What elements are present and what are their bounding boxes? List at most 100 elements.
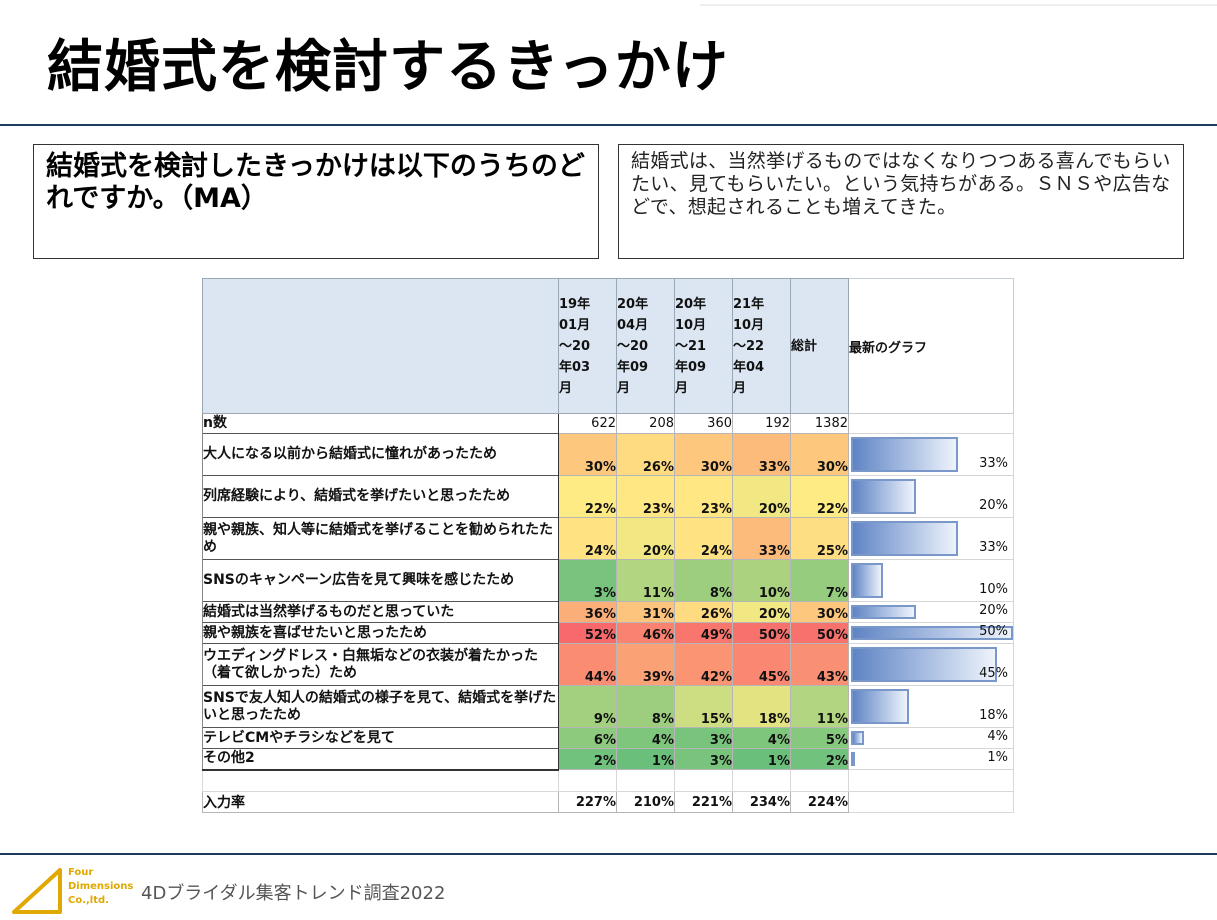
- latest-value-label: 20%: [979, 498, 1008, 513]
- logo-line: Co.,ltd.: [68, 895, 109, 906]
- column-header-line: 01月: [559, 317, 591, 333]
- input-rate-value: 234%: [732, 791, 791, 813]
- row-label: ウエディングドレス・白無垢などの衣装が着たかった（着て欲しかった）ため: [202, 643, 559, 686]
- input-rate-value: 210%: [616, 791, 675, 813]
- latest-value-label: 10%: [979, 582, 1008, 597]
- value-cell: 2%: [558, 748, 617, 770]
- blank-cell: [848, 769, 1014, 792]
- table-row: 列席経験により、結婚式を挙げたいと思ったため 22% 23% 23% 20% 22% 20%: [202, 475, 1014, 518]
- n-value: 208: [616, 413, 675, 434]
- n-row: n数 622 208 360 192 1382: [202, 413, 1014, 434]
- value-cell: 8%: [616, 685, 675, 728]
- value-cell: 26%: [616, 433, 675, 476]
- spacer-row: [202, 769, 1014, 792]
- value-cell: 43%: [790, 643, 849, 686]
- table-row: SNSのキャンペーン広告を見て興味を感じたため 3% 11% 8% 10% 7% 10%: [202, 559, 1014, 602]
- latest-graph-cell: 33%: [848, 433, 1014, 476]
- column-header-line: 年04: [733, 359, 765, 375]
- blank-cell: [616, 769, 675, 792]
- table-body: n数 622 208 360 192 1382 大人になる以前から結婚式に憧れがあったため 3…: [202, 413, 1014, 813]
- value-cell: 3%: [558, 559, 617, 602]
- value-cell: 26%: [674, 601, 733, 623]
- row-label: SNSのキャンペーン広告を見て興味を感じたため: [202, 559, 559, 602]
- footer-text: 4Dブライダル集客トレンド調査2022: [141, 883, 446, 904]
- value-cell: 33%: [732, 517, 791, 560]
- latest-bar: [851, 689, 910, 724]
- top-divider-faint: [700, 4, 1217, 6]
- column-header-line: 月: [675, 380, 689, 396]
- graph-header: 最新のグラフ: [848, 278, 1014, 414]
- table-row: テレビCMやチラシなどを見て 6% 4% 3% 4% 5% 4%: [202, 727, 1014, 749]
- value-cell: 15%: [674, 685, 733, 728]
- blank-cell: [732, 769, 791, 792]
- n-value: 622: [558, 413, 617, 434]
- value-cell: 39%: [616, 643, 675, 686]
- column-header: 21年 10月 ～22 年04 月: [732, 278, 791, 414]
- latest-bar: [851, 647, 997, 682]
- latest-graph-cell: 18%: [848, 685, 1014, 728]
- title-divider: [0, 124, 1217, 126]
- row-label: 列席経験により、結婚式を挙げたいと思ったため: [202, 475, 559, 518]
- column-header-line: 20年: [617, 296, 649, 312]
- value-cell: 1%: [616, 748, 675, 770]
- latest-graph-cell: 50%: [848, 622, 1014, 644]
- footer-divider: [0, 853, 1217, 855]
- latest-graph-cell: 1%: [848, 748, 1014, 770]
- value-cell: 23%: [616, 475, 675, 518]
- value-cell: 11%: [790, 685, 849, 728]
- latest-value-label: 1%: [987, 750, 1008, 765]
- header-row: 19年 01月 ～20 年03 月 20年 04月 ～20 年09 月 20年 10月 ～21 年09…: [202, 278, 1014, 414]
- value-cell: 30%: [674, 433, 733, 476]
- graph-cell-empty: [848, 413, 1014, 434]
- value-cell: 6%: [558, 727, 617, 749]
- column-header-line: 月: [733, 380, 747, 396]
- header-label-cell: [202, 278, 559, 414]
- question-box: 結婚式を検討したきっかけは以下のうちのどれですか。（MA）: [33, 144, 599, 259]
- logo-text: Four Dimensions Co.,ltd.: [68, 866, 133, 908]
- latest-graph-cell: 20%: [848, 601, 1014, 623]
- comment-box: 結婚式は、当然挙げるものではなくなりつつある喜んでもらいたい、見てもらいたい。と…: [618, 144, 1184, 259]
- column-header-line: 年09: [675, 359, 707, 375]
- column-header-line: 年03: [559, 359, 591, 375]
- latest-value-label: 33%: [979, 456, 1008, 471]
- value-cell: 23%: [674, 475, 733, 518]
- value-cell: 1%: [732, 748, 791, 770]
- column-header-line: 19年: [559, 296, 591, 312]
- latest-value-label: 18%: [979, 708, 1008, 723]
- latest-bar: [851, 731, 864, 745]
- company-logo: [12, 868, 62, 914]
- latest-graph-cell: 10%: [848, 559, 1014, 602]
- value-cell: 10%: [732, 559, 791, 602]
- latest-value-label: 33%: [979, 540, 1008, 555]
- logo-line: Four: [68, 867, 94, 878]
- value-cell: 4%: [616, 727, 675, 749]
- latest-bar: [851, 479, 916, 514]
- value-cell: 42%: [674, 643, 733, 686]
- value-cell: 24%: [674, 517, 733, 560]
- latest-value-label: 50%: [979, 624, 1008, 639]
- value-cell: 4%: [732, 727, 791, 749]
- n-value: 192: [732, 413, 791, 434]
- table-row: その他2 2% 1% 3% 1% 2% 1%: [202, 748, 1014, 771]
- row-label: テレビCMやチラシなどを見て: [202, 727, 559, 749]
- column-header-line: 04月: [617, 317, 649, 333]
- value-cell: 22%: [790, 475, 849, 518]
- row-label: SNSで友人知人の結婚式の様子を見て、結婚式を挙げたいと思ったため: [202, 685, 559, 728]
- column-header-line: 10月: [675, 317, 707, 333]
- value-cell: 22%: [558, 475, 617, 518]
- value-cell: 11%: [616, 559, 675, 602]
- latest-graph-cell: 20%: [848, 475, 1014, 518]
- column-header-line: 20年: [675, 296, 707, 312]
- n-value: 360: [674, 413, 733, 434]
- input-rate-value: 221%: [674, 791, 733, 813]
- input-rate-row: 入力率 227% 210% 221% 234% 224%: [202, 791, 1014, 813]
- latest-graph-cell: 45%: [848, 643, 1014, 686]
- column-header-line: ～20: [559, 338, 591, 354]
- latest-graph-cell: 4%: [848, 727, 1014, 749]
- table-row: 親や親族、知人等に結婚式を挙げることを勧められたため 24% 20% 24% 33% 25…: [202, 517, 1014, 560]
- input-rate-value: 227%: [558, 791, 617, 813]
- value-cell: 20%: [616, 517, 675, 560]
- row-label: 親や親族、知人等に結婚式を挙げることを勧められたため: [202, 517, 559, 560]
- value-cell: 36%: [558, 601, 617, 623]
- latest-bar: [851, 521, 958, 556]
